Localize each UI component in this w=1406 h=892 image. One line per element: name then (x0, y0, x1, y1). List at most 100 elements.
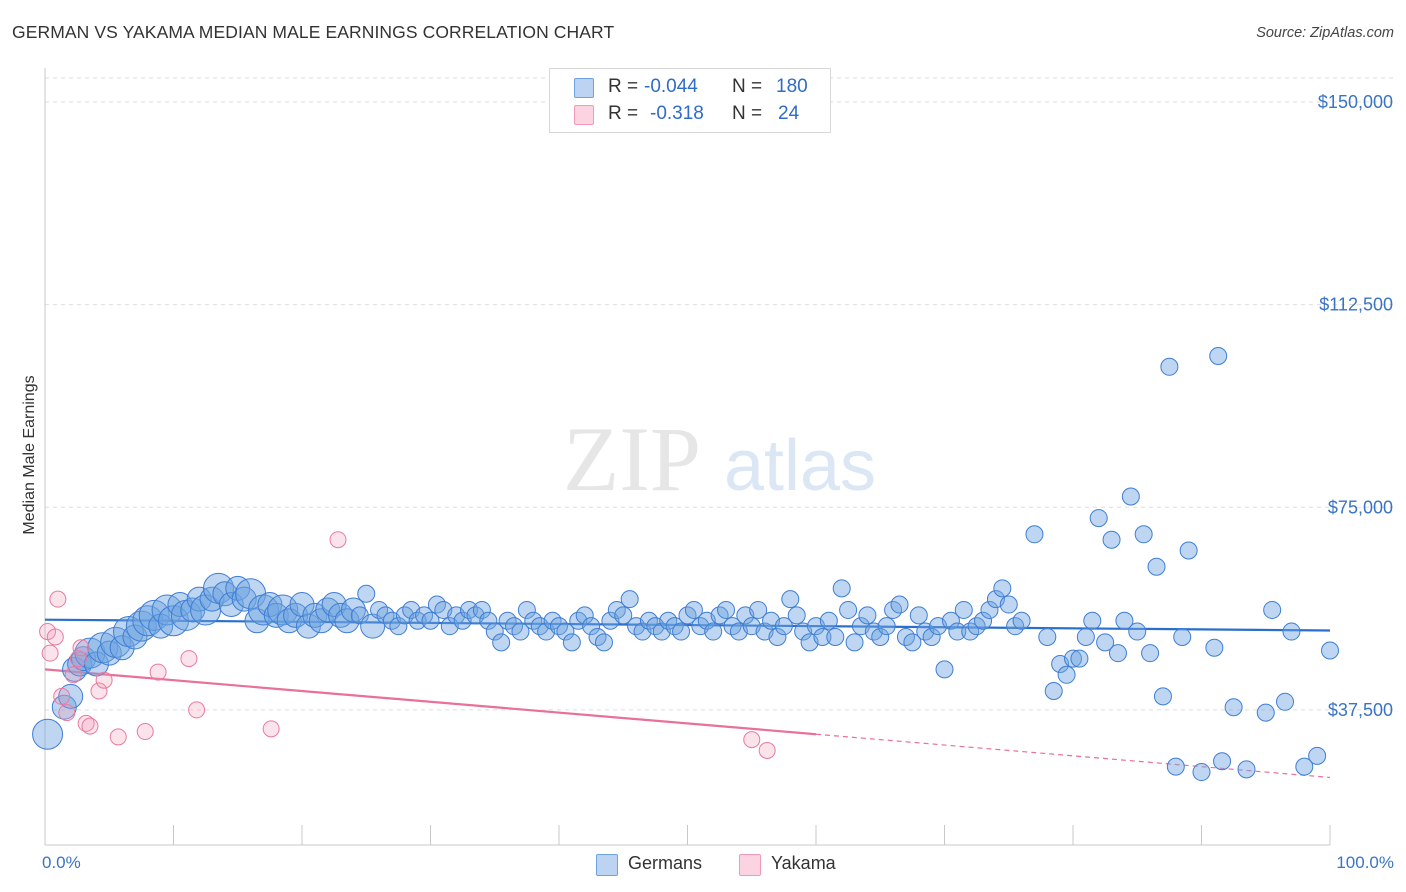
point-germans (148, 613, 174, 639)
trend-line-yakama (44, 668, 817, 736)
point-germans (1256, 703, 1275, 722)
y-tick-label: $112,500 (1319, 295, 1393, 315)
point-germans (1147, 557, 1166, 576)
point-germans (1108, 644, 1127, 663)
point-germans (922, 627, 941, 646)
point-germans (1153, 687, 1172, 706)
legend-r-label: R = (608, 103, 639, 124)
point-germans (479, 611, 498, 630)
point-yakama (81, 717, 99, 735)
point-germans (839, 600, 858, 619)
point-germans (1089, 509, 1108, 528)
point-germans (1237, 760, 1256, 779)
point-yakama (90, 682, 108, 700)
point-germans (1141, 644, 1160, 663)
point-germans (71, 646, 97, 672)
point-germans (614, 606, 633, 625)
point-germans (218, 592, 244, 618)
point-germans (1321, 641, 1339, 660)
point-germans (768, 627, 787, 646)
point-germans (58, 683, 84, 709)
point-germans (1012, 611, 1031, 630)
trend-line-extension-yakama (815, 733, 1331, 779)
legend-r-label: R = (608, 76, 639, 97)
point-yakama (95, 671, 113, 689)
legend-swatch-yakama (574, 105, 594, 125)
point-germans (890, 595, 909, 614)
point-yakama (64, 666, 82, 684)
point-germans (1166, 757, 1185, 776)
point-germans (109, 635, 135, 661)
point-yakama (69, 650, 87, 668)
point-germans (1025, 525, 1044, 544)
point-yakama (49, 590, 67, 608)
point-yakama (758, 741, 776, 759)
point-germans (1276, 692, 1295, 711)
point-yakama (58, 704, 76, 722)
point-germans (138, 599, 170, 631)
point-yakama (46, 628, 64, 646)
point-germans (909, 606, 928, 625)
point-germans (1192, 763, 1211, 782)
point-germans (62, 656, 88, 682)
point-germans (199, 586, 225, 612)
bottom-legend-swatch-germans (596, 854, 618, 876)
point-germans (575, 606, 594, 625)
point-germans (485, 622, 504, 641)
point-germans (1038, 627, 1057, 646)
point-germans (704, 622, 723, 641)
legend-n-label: N = (732, 103, 763, 124)
point-germans (1121, 487, 1140, 506)
point-yakama (329, 531, 347, 549)
point-germans (935, 660, 954, 679)
point-yakama (136, 723, 154, 741)
point-germans (826, 627, 845, 646)
legend-r-value: -0.044 (644, 76, 698, 97)
point-germans (858, 606, 877, 625)
point-yakama (743, 731, 761, 749)
point-germans (132, 605, 164, 637)
point-germans (1070, 649, 1089, 668)
x-tick-min: 0.0% (42, 853, 81, 872)
point-germans (832, 579, 851, 598)
trend-line-germans (44, 618, 1331, 632)
point-germans (1224, 698, 1243, 717)
point-germans (1282, 622, 1301, 641)
point-germans (980, 600, 999, 619)
source-label: Source: ZipAtlas.com (1256, 25, 1394, 41)
point-germans (781, 590, 800, 609)
y-tick-label: $150,000 (1318, 92, 1393, 112)
y-tick-label: $75,000 (1328, 497, 1393, 517)
point-yakama (72, 639, 90, 657)
point-yakama (149, 663, 167, 681)
legend-n-value: 24 (778, 103, 800, 124)
axes (44, 68, 1331, 846)
point-germans (620, 590, 639, 609)
point-germans (32, 718, 64, 750)
point-yakama (262, 720, 280, 738)
point-germans (511, 622, 530, 641)
watermark-zip: ZIP (563, 408, 701, 510)
point-germans (1102, 530, 1121, 549)
point-germans (357, 584, 376, 603)
y-tick-label: $37,500 (1328, 700, 1393, 720)
point-yakama (41, 644, 59, 662)
point-germans (819, 611, 838, 630)
point-germans (1263, 600, 1282, 619)
point-germans (845, 633, 864, 652)
point-germans (1209, 346, 1228, 365)
bottom-legend-swatch-yakama (739, 854, 761, 876)
watermark: ZIP atlas (563, 408, 876, 510)
stats-legend: R = -0.044 N = 180 R = -0.318 N = 24 (549, 68, 831, 133)
data-points (32, 346, 1339, 782)
point-germans (1179, 541, 1198, 560)
point-germans (421, 611, 440, 630)
y-tick-labels: $37,500 $75,000 $112,500 $150,000 (1318, 92, 1393, 720)
point-germans (813, 627, 832, 646)
point-germans (492, 633, 511, 652)
legend-r-value: -0.318 (650, 103, 704, 124)
bottom-legend-label-germans: Germans (628, 853, 703, 873)
point-germans (1205, 638, 1224, 657)
point-germans (787, 606, 806, 625)
legend-n-label: N = (732, 76, 763, 97)
